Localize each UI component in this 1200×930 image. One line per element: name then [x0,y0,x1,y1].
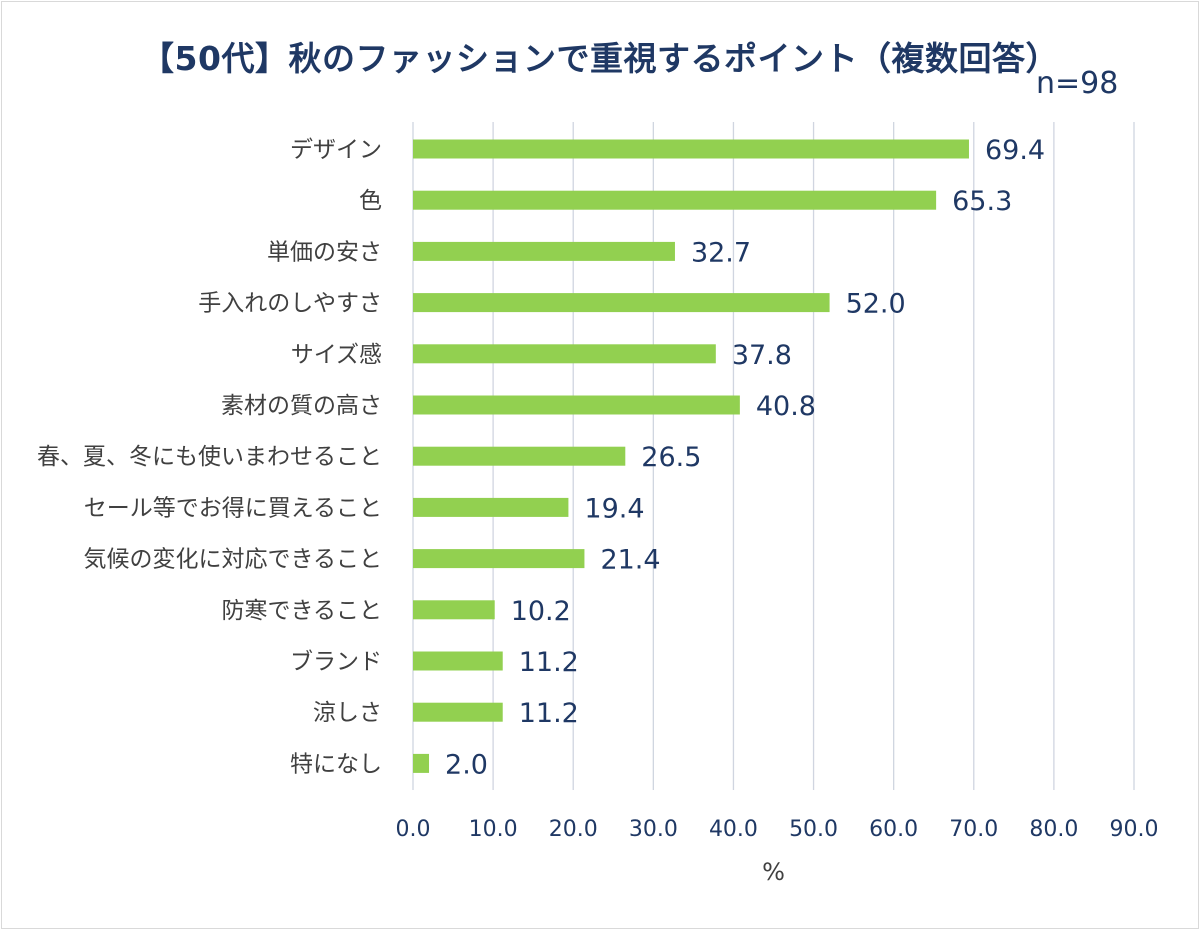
data-label: 2.0 [445,749,488,780]
data-label: 11.2 [519,698,579,729]
value-labels: 69.4 65.3 32.7 52.0 37.8 40.8 26.5 19.4 21.4 10.2… [445,135,1045,780]
x-tick-label: 0.0 [396,817,431,842]
x-axis-title: % [762,858,785,886]
bars [413,139,969,773]
category-label: サイズ感 [291,342,382,368]
bar [413,139,969,159]
x-tick-label: 20.0 [549,817,598,842]
category-label: セール等でお得に買えること [84,495,382,521]
data-label: 40.8 [756,391,816,422]
category-label: 手入れのしやすさ [198,291,382,317]
data-label: 65.3 [952,186,1012,217]
data-label: 19.4 [584,493,644,524]
data-label: 10.2 [511,596,571,627]
data-label: 11.2 [519,647,579,678]
x-tick-label: 80.0 [1029,817,1078,842]
category-label: 春、夏、冬にも使いまわせること [37,444,382,470]
data-label: 37.8 [732,340,792,371]
x-tick-label: 60.0 [869,817,918,842]
data-label: 26.5 [641,442,701,473]
bar [413,600,495,620]
bar [413,241,675,261]
category-label: 素材の質の高さ [221,393,382,419]
category-label: 防寒できること [221,598,382,624]
sample-size-label: n=98 [1036,66,1119,101]
x-axis-ticks: 0.0 10.0 20.0 30.0 40.0 50.0 60.0 70.0 80.0 90.0 [396,817,1159,842]
category-label: 気候の変化に対応できること [83,547,382,573]
category-labels: デザイン色単価の安さ手入れのしやすさサイズ感素材の質の高さ春、夏、冬にも使いまわ… [37,137,382,777]
category-label: 単価の安さ [267,239,382,265]
category-label: ブランド [290,649,382,675]
category-label: 色 [359,188,382,214]
data-label: 32.7 [691,237,751,268]
bar [413,344,716,364]
data-label: 69.4 [985,135,1045,166]
bar [413,293,830,313]
data-label: 52.0 [846,289,906,320]
bar [413,497,569,517]
x-tick-label: 90.0 [1110,817,1159,842]
x-tick-label: 70.0 [949,817,998,842]
x-tick-label: 50.0 [789,817,838,842]
bar [413,446,626,466]
data-label: 21.4 [600,545,660,576]
bar [413,753,430,773]
bar [413,651,503,671]
x-tick-label: 10.0 [469,817,518,842]
bar [413,549,585,569]
category-label: 特になし [290,751,382,777]
x-tick-label: 30.0 [629,817,678,842]
category-label: 涼しさ [313,700,382,726]
bar [413,395,740,415]
bar [413,190,937,210]
bar [413,702,503,722]
x-tick-label: 40.0 [709,817,758,842]
category-label: デザイン [290,137,382,163]
chart-title: 【50代】秋のファッションで重視するポイント（複数回答） [141,39,1059,78]
